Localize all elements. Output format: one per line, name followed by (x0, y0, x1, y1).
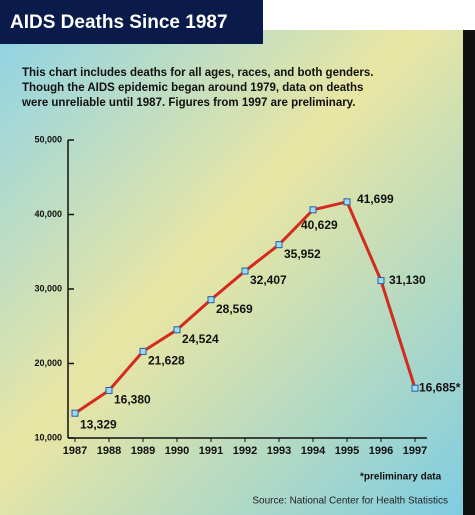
point-marker (71, 409, 79, 417)
y-tick-label: 30,000 (34, 283, 62, 293)
point-marker (173, 326, 181, 334)
x-tick-label: 1988 (97, 445, 121, 457)
x-tick-label: 1987 (63, 445, 87, 457)
data-label: 13,329 (80, 417, 117, 431)
data-label: 32,407 (250, 273, 287, 287)
point-marker (241, 267, 249, 275)
x-tick-label: 1996 (369, 445, 393, 457)
data-label: 16,380 (114, 393, 151, 407)
subtitle-line: were unreliable until 1987. Figures from… (21, 97, 355, 109)
x-tick-label: 1994 (301, 445, 326, 457)
y-tick-label: 20,000 (34, 358, 62, 368)
data-label: 35,952 (284, 247, 321, 261)
right-border (463, 30, 475, 515)
x-tick-label: 1995 (335, 445, 359, 457)
point-marker (139, 347, 147, 355)
data-label: 24,524 (182, 332, 219, 346)
chart-background (0, 30, 463, 515)
point-marker (377, 277, 385, 285)
x-tick-label: 1993 (267, 445, 291, 457)
title-spacer (263, 0, 475, 30)
source: Source: National Center for Health Stati… (252, 496, 448, 507)
chart-title: AIDS Deaths Since 1987 (10, 12, 228, 33)
subtitle-line: Though the AIDS epidemic began around 19… (22, 82, 363, 94)
point-marker (411, 384, 419, 392)
x-tick-label: 1992 (233, 445, 257, 457)
point-marker (343, 198, 351, 206)
point-marker (207, 296, 215, 304)
x-tick-label: 1989 (131, 445, 155, 457)
data-label: 41,699 (357, 192, 394, 206)
point-marker (309, 206, 317, 214)
x-tick-label: 1997 (403, 445, 427, 457)
y-tick-label: 40,000 (34, 209, 62, 219)
point-marker (105, 386, 113, 394)
y-tick-label: 50,000 (34, 134, 62, 144)
data-label: 31,130 (389, 273, 426, 287)
data-label: 40,629 (301, 218, 338, 232)
data-label: 16,685* (419, 380, 461, 394)
x-tick-label: 1990 (165, 445, 189, 457)
data-label: 21,628 (148, 354, 185, 368)
footnote: *preliminary data (360, 472, 442, 483)
point-marker (275, 241, 283, 249)
subtitle-line: This chart includes deaths for all ages,… (22, 67, 374, 79)
data-label: 28,569 (216, 302, 253, 316)
x-tick-label: 1991 (199, 445, 223, 457)
title-box (0, 0, 263, 44)
y-tick-label: 10,000 (34, 432, 62, 442)
